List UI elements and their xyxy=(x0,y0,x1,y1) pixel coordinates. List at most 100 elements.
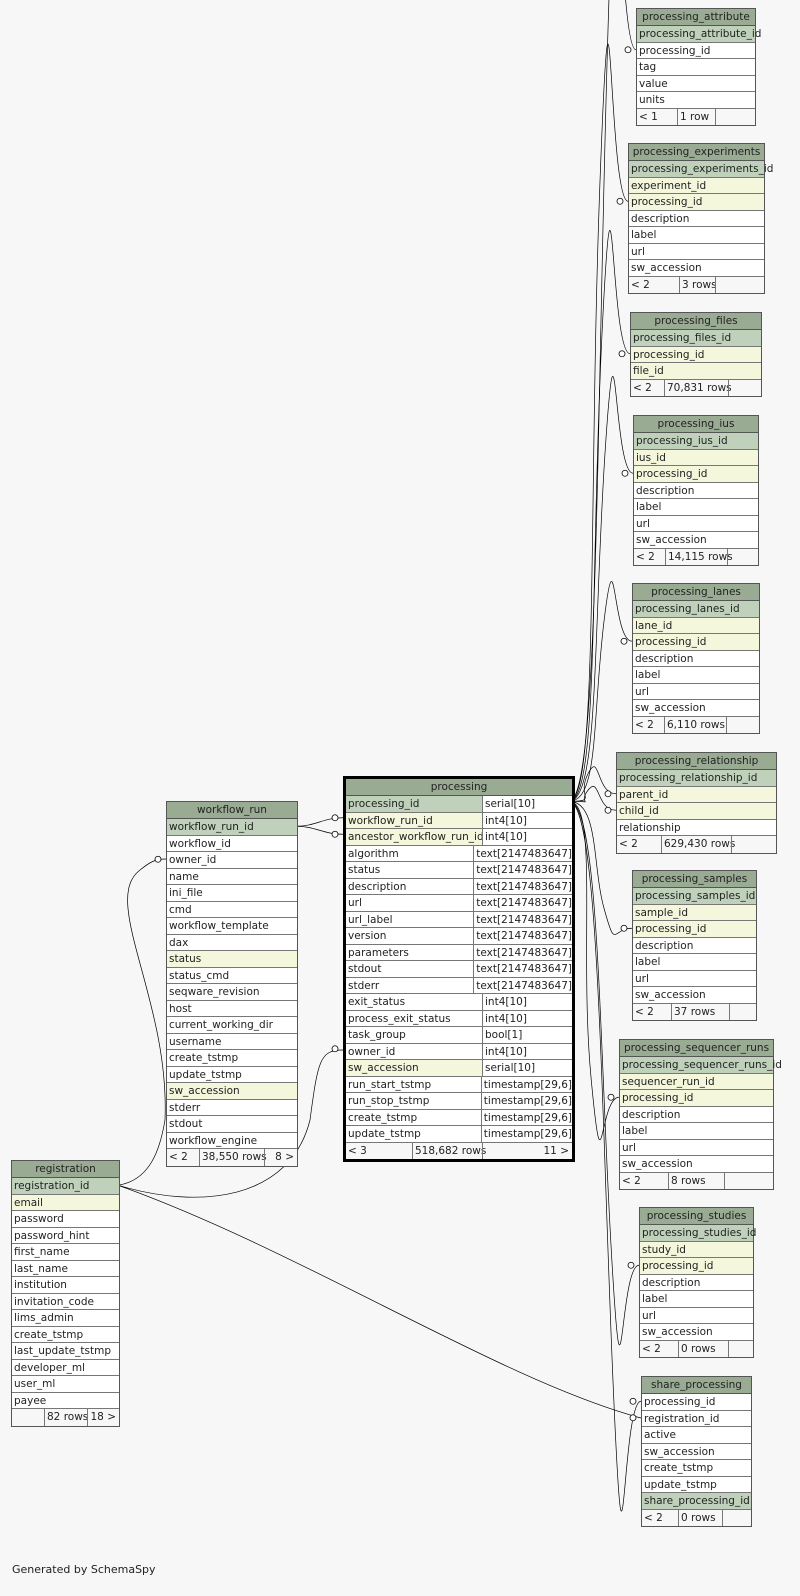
column-row[interactable]: processing_id serial[10] xyxy=(346,796,572,813)
table-processing-attribute[interactable]: processing_attribute processing_attribute… xyxy=(636,8,761,126)
parents-count[interactable]: < 3 xyxy=(348,1144,367,1157)
table-processing-experiments[interactable]: processing_experiments processing_experim… xyxy=(628,143,773,294)
column-row[interactable]: processing_files_id xyxy=(631,330,761,347)
column-row[interactable]: create_tstmp xyxy=(12,1327,119,1343)
column-row[interactable]: processing_id xyxy=(620,1090,773,1107)
column-row[interactable]: cmd xyxy=(167,902,297,918)
column-row[interactable]: institution xyxy=(12,1277,119,1294)
column-row[interactable]: update_tstmp timestamp[29,6] xyxy=(346,1126,572,1143)
table-processing-studies[interactable]: processing_studies processing_studies_id s… xyxy=(639,1207,756,1358)
column-row[interactable]: process_exit_status int4[10] xyxy=(346,1010,572,1027)
column-row[interactable]: invitation_code xyxy=(12,1294,119,1310)
column-row[interactable]: password_hint xyxy=(12,1228,119,1244)
column-row[interactable]: description xyxy=(629,211,764,227)
table-title[interactable]: processing_attribute xyxy=(637,9,755,26)
table-processing-relationship[interactable]: processing_relationship processing_relati… xyxy=(616,752,777,854)
column-row[interactable]: processing_id xyxy=(633,634,759,651)
column-row[interactable]: sw_accession xyxy=(633,700,759,717)
children-count[interactable] xyxy=(729,1003,756,1020)
column-row[interactable]: last_update_tstmp xyxy=(12,1343,119,1360)
column-row[interactable]: owner_id xyxy=(167,852,297,869)
column-row[interactable]: owner_id int4[10] xyxy=(346,1043,572,1060)
table-share-processing[interactable]: share_processing processing_id registratio… xyxy=(641,1376,752,1527)
table-registration[interactable]: registration registration_id email password… xyxy=(11,1160,120,1427)
children-count[interactable]: 8 > xyxy=(264,1149,297,1166)
column-row[interactable]: developer_ml xyxy=(12,1360,119,1376)
parents-count[interactable]: < 2 xyxy=(169,1151,188,1163)
column-row[interactable]: username xyxy=(167,1034,297,1050)
column-row[interactable]: status xyxy=(167,951,297,968)
parents-count[interactable]: < 2 xyxy=(631,278,650,291)
column-row[interactable]: processing_sequencer_runs_id xyxy=(620,1057,782,1074)
column-row[interactable]: processing_id xyxy=(631,346,761,363)
column-row[interactable]: description xyxy=(633,651,759,667)
column-row[interactable]: processing_id xyxy=(629,194,764,211)
column-row[interactable]: description xyxy=(634,483,758,499)
column-row[interactable]: stderr xyxy=(167,1100,297,1116)
column-row[interactable]: email xyxy=(12,1194,119,1211)
column-row[interactable]: active xyxy=(642,1427,751,1444)
column-row[interactable]: run_stop_tstmp timestamp[29,6] xyxy=(346,1093,572,1110)
table-title[interactable]: processing_experiments xyxy=(629,144,764,161)
column-row[interactable]: update_tstmp xyxy=(642,1477,751,1493)
parents-count[interactable]: < 2 xyxy=(635,718,654,731)
column-row[interactable]: first_name xyxy=(12,1244,119,1261)
column-row[interactable]: description text[2147483647] xyxy=(346,878,572,895)
column-row[interactable]: units xyxy=(637,92,755,109)
column-row[interactable]: sw_accession xyxy=(634,532,758,549)
children-count[interactable] xyxy=(724,1172,773,1189)
column-row[interactable]: tag xyxy=(637,59,755,76)
column-row[interactable]: processing_lanes_id xyxy=(633,601,759,618)
children-count[interactable] xyxy=(727,548,758,565)
column-row[interactable]: task_group bool[1] xyxy=(346,1027,572,1044)
column-row[interactable]: processing_relationship_id xyxy=(617,770,776,787)
column-row[interactable]: processing_experiments_id xyxy=(629,161,773,178)
column-row[interactable]: processing_samples_id xyxy=(633,888,756,905)
column-row[interactable]: exit_status int4[10] xyxy=(346,994,572,1011)
column-row[interactable]: parent_id xyxy=(617,786,776,803)
children-count[interactable]: 11 > xyxy=(482,1142,572,1159)
column-row[interactable]: stderr text[2147483647] xyxy=(346,977,572,994)
column-row[interactable]: name xyxy=(167,869,297,885)
table-processing-lanes[interactable]: processing_lanes processing_lanes_id lane_… xyxy=(632,583,760,734)
table-processing-ius[interactable]: processing_ius processing_ius_id ius_id pro… xyxy=(633,415,759,566)
column-row[interactable]: experiment_id xyxy=(629,177,764,194)
column-row[interactable]: password xyxy=(12,1211,119,1228)
column-row[interactable]: create_tstmp xyxy=(167,1050,297,1067)
children-count[interactable] xyxy=(715,276,764,293)
table-title[interactable]: processing_ius xyxy=(634,416,758,433)
column-row[interactable]: sw_accession xyxy=(620,1156,773,1173)
column-row[interactable]: processing_studies_id xyxy=(640,1225,756,1242)
column-row[interactable]: url xyxy=(620,1140,773,1156)
column-row[interactable]: url xyxy=(640,1308,753,1324)
parents-count[interactable]: < 2 xyxy=(619,838,638,850)
column-row[interactable]: version text[2147483647] xyxy=(346,928,572,945)
column-row[interactable]: processing_id xyxy=(637,43,755,59)
column-row[interactable]: sample_id xyxy=(633,904,756,921)
column-row[interactable]: sw_accession serial[10] xyxy=(346,1060,572,1077)
column-row[interactable]: workflow_run_id int4[10] xyxy=(346,812,572,829)
column-row[interactable]: processing_ius_id xyxy=(634,433,758,450)
table-title[interactable]: processing_lanes xyxy=(633,584,759,601)
children-count[interactable] xyxy=(731,836,776,853)
table-title[interactable]: processing_files xyxy=(631,313,761,330)
column-row[interactable]: run_start_tstmp timestamp[29,6] xyxy=(346,1076,572,1093)
column-row[interactable]: status text[2147483647] xyxy=(346,862,572,879)
parents-count[interactable]: < 2 xyxy=(636,550,655,563)
column-row[interactable]: registration_id xyxy=(642,1411,751,1427)
parents-count[interactable] xyxy=(12,1409,44,1426)
column-row[interactable]: last_name xyxy=(12,1261,119,1277)
column-row[interactable]: workflow_engine xyxy=(167,1133,297,1149)
column-row[interactable]: lims_admin xyxy=(12,1310,119,1327)
children-count[interactable] xyxy=(715,108,755,125)
column-row[interactable]: lane_id xyxy=(633,617,759,634)
column-row[interactable]: sequencer_run_id xyxy=(620,1073,773,1090)
children-count[interactable] xyxy=(728,379,761,396)
table-title[interactable]: processing_relationship xyxy=(617,753,776,770)
column-row[interactable]: url xyxy=(633,971,756,987)
column-row[interactable]: create_tstmp xyxy=(642,1460,751,1477)
column-row[interactable]: sw_accession xyxy=(633,987,756,1004)
column-row[interactable]: description xyxy=(620,1107,773,1123)
column-row[interactable]: label xyxy=(633,667,759,684)
column-row[interactable]: label xyxy=(633,954,756,971)
